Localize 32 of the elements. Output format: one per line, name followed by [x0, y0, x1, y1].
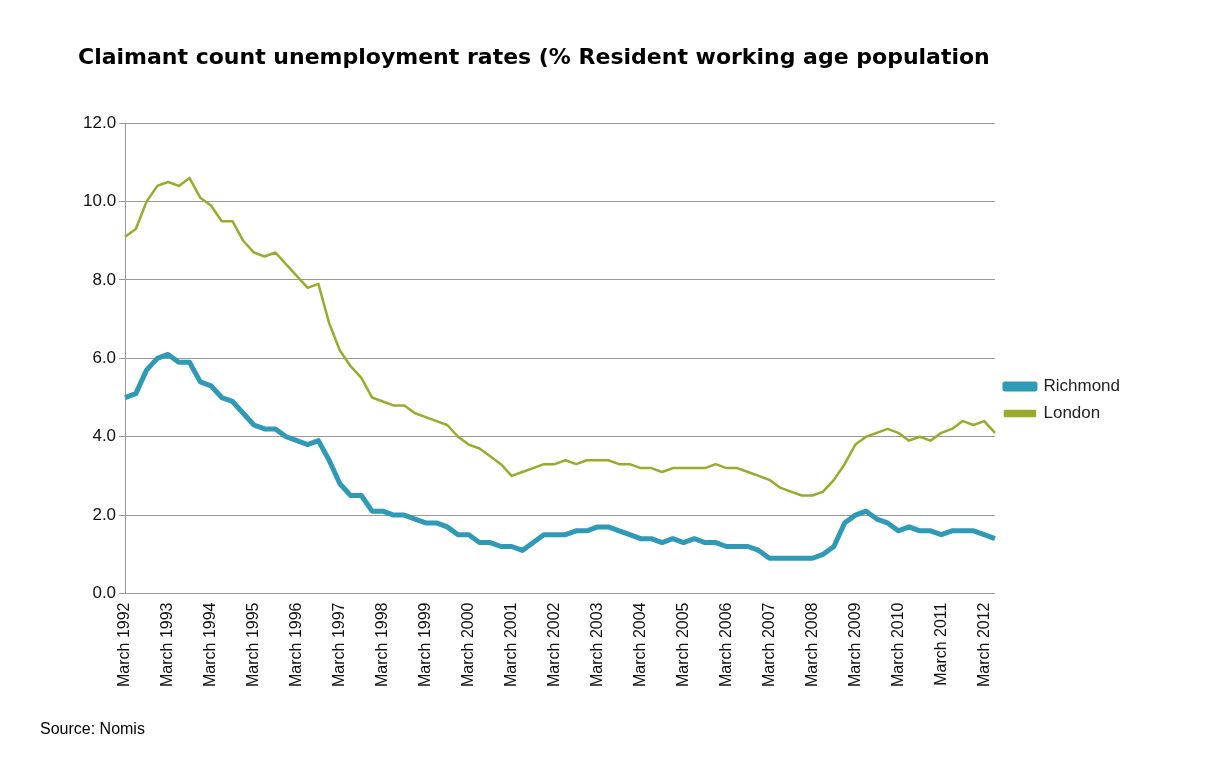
chart-title: Claimant count unemployment rates (% Resident working age population: [78, 44, 990, 69]
y-tick-label: 4.0: [92, 426, 117, 446]
source-note: Source: Nomis: [40, 720, 145, 738]
x-tick-label: March 2006: [716, 602, 734, 688]
x-tick-label: March 2007: [759, 602, 777, 688]
x-tick-label: March 2009: [845, 602, 863, 688]
x-tick-label: March 2002: [545, 602, 563, 688]
x-tick-label: March 2010: [888, 602, 906, 688]
legend-label: London: [1043, 403, 1101, 423]
x-tick-label: March 2001: [502, 602, 520, 688]
y-tick-label: 0.0: [92, 583, 117, 603]
x-tick-label: March 1994: [201, 602, 219, 688]
y-tick-label: 2.0: [92, 504, 117, 524]
x-tick-label: March 1996: [287, 602, 305, 688]
x-tick-label: March 1993: [158, 602, 176, 688]
x-tick-label: March 1998: [373, 602, 391, 688]
x-tick-label: March 2012: [974, 602, 992, 688]
legend-label: Richmond: [1043, 376, 1121, 396]
x-tick-label: March 1997: [330, 602, 348, 688]
x-tick-label: March 1995: [244, 602, 262, 688]
x-tick-label: March 2008: [802, 602, 820, 688]
x-tick-label: March 2011: [931, 602, 949, 686]
x-tick-label: March 1992: [115, 602, 133, 688]
y-tick-label: 12.0: [82, 112, 117, 132]
x-tick-label: March 2005: [673, 602, 691, 688]
x-tick-label: March 2000: [459, 602, 477, 688]
x-tick-label: March 1999: [416, 602, 434, 688]
y-tick-label: 8.0: [92, 269, 117, 289]
x-tick-label: March 2004: [630, 602, 648, 688]
y-tick-label: 6.0: [92, 348, 117, 368]
x-tick-label: March 2003: [588, 602, 606, 688]
y-tick-label: 10.0: [82, 191, 117, 211]
